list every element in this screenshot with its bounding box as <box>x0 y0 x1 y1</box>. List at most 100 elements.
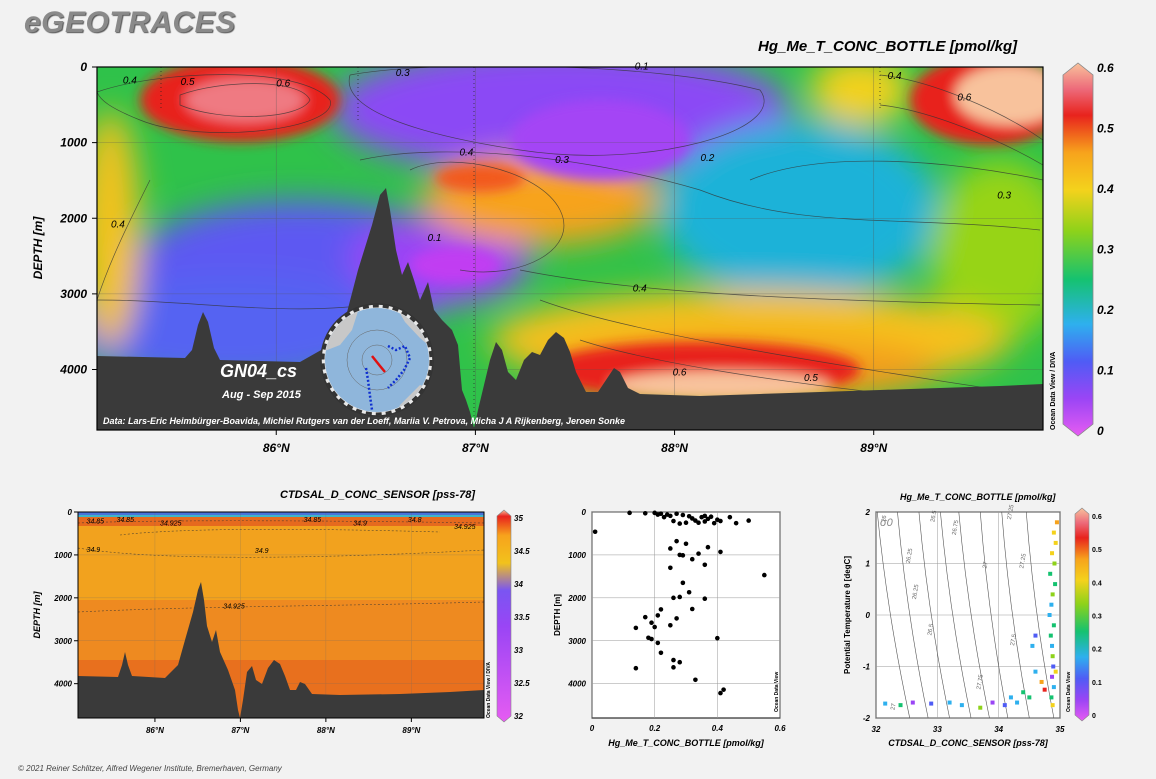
hg-contour-label: 0.6 <box>957 92 971 103</box>
salinity-contour-label: 34.9 <box>255 548 269 555</box>
scatter-x-tick-label: 0.4 <box>712 724 724 733</box>
ts-isopycnal-label: 27.5 <box>1010 633 1018 646</box>
hg-colorbar-tick-label: 0.1 <box>1097 364 1114 378</box>
ts-x-tick-label: 35 <box>1056 725 1065 734</box>
ts-point <box>1050 551 1055 556</box>
ts-point <box>1042 687 1047 692</box>
salinity-y-ticks: 0 1000 2000 3000 4000 <box>53 508 78 689</box>
scatter-point <box>642 510 648 516</box>
salinity-contour-label: 34.9 <box>353 521 367 528</box>
salinity-contour-labels: 34.85 34.85 34.925 34.85 34.9 34.8 34.925 34.9 3… <box>87 517 476 611</box>
ts-isopycnal-label: 26.25 <box>906 547 915 563</box>
hg-y-axis-label: DEPTH [m] <box>31 216 45 280</box>
hg-y-tick-label: 1000 <box>60 136 87 150</box>
hg-contour-label: 0.5 <box>804 373 818 384</box>
hg-contour-label: 0.1 <box>428 233 442 244</box>
scatter-point <box>677 594 683 600</box>
hg-contour-label: 0.4 <box>459 147 473 158</box>
ts-colorbar-tick-label: 0.2 <box>1092 647 1102 654</box>
hg-x-tick-label: 86°N <box>263 441 290 455</box>
ts-isopycnal-label: 27 <box>890 702 897 710</box>
ts-x-ticks: 32 33 34 35 <box>872 725 1065 734</box>
ts-y-ticks: 2 1 0 -1 -2 <box>863 508 871 723</box>
salinity-colorbar-tick-label: 33 <box>514 646 523 655</box>
scatter-point <box>668 565 673 571</box>
ts-colorbar-ticks: 0.6 0.5 0.4 0.3 0.2 0.1 0 <box>1092 514 1102 720</box>
salinity-bathymetry <box>78 582 484 718</box>
salinity-colorbar-ticks: 35 34.5 34 33.5 33 32.5 32 <box>514 514 530 721</box>
salinity-contour-label: 34.925 <box>160 521 182 528</box>
ts-point <box>1033 669 1038 674</box>
ts-point <box>1049 602 1054 607</box>
ts-colorbar-tick-label: 0 <box>1092 713 1096 720</box>
salinity-contour-label: 34.9 <box>87 547 101 554</box>
ts-point <box>883 701 888 706</box>
odv-watermark: Ocean Data View / DIVA <box>1050 352 1057 430</box>
scatter-point <box>708 514 714 520</box>
ts-isopycnal-label: 27.75 <box>976 674 985 690</box>
scatter-y-tick-label: 0 <box>582 508 587 517</box>
ts-point <box>1050 643 1055 648</box>
scatter-point <box>721 687 726 692</box>
station-map-inset[interactable] <box>320 303 434 417</box>
ts-point <box>1051 623 1056 628</box>
hg-x-tick-label: 88°N <box>661 441 688 455</box>
ts-y-tick-label: -2 <box>863 714 871 723</box>
salinity-x-tick-label: 86°N <box>146 726 164 735</box>
salinity-y-axis-label: DEPTH [m] <box>32 590 42 638</box>
scatter-point <box>762 572 767 578</box>
ts-y-tick-label: -1 <box>863 663 871 672</box>
ts-point <box>929 701 934 706</box>
scatter-point <box>649 620 654 626</box>
main-chart-title: Hg_Me_T_CONC_BOTTLE [pmol/kg] <box>758 38 1018 55</box>
hg-contour-label: 0.1 <box>635 61 649 72</box>
salinity-contour-label: 34.85 <box>87 519 105 526</box>
hg-x-ticks: 86°N 87°N 88°N 89°N <box>263 430 887 455</box>
hg-contour-labels: 0.4 0.5 0.6 0.3 0.1 0.4 0.6 0.4 0.3 0.2 0.3 0.4 0.1 0… <box>111 61 1012 384</box>
hg-y-tick-label: 4000 <box>59 363 87 377</box>
salinity-chart-title: CTDSAL_D_CONC_SENSOR [pss-78] <box>280 489 475 501</box>
sigma-label: σ0 <box>880 517 894 529</box>
hg-y-ticks: 0 1000 2000 3000 4000 <box>59 60 97 377</box>
scatter-point <box>696 520 701 526</box>
scatter-point <box>671 657 676 663</box>
ts-point <box>1053 669 1058 674</box>
salinity-colorbar-tick-label: 33.5 <box>514 613 530 622</box>
scatter-point <box>715 635 720 641</box>
salinity-colorbar <box>496 509 512 723</box>
salinity-x-tick-label: 87°N <box>231 726 249 735</box>
scatter-point <box>683 520 689 526</box>
scatter-point <box>680 512 686 518</box>
scatter-point <box>674 538 679 544</box>
scatter-x-tick-label: 0.6 <box>774 724 786 733</box>
hg-contour-label: 0.4 <box>111 219 125 230</box>
scatter-point <box>652 624 657 630</box>
salinity-odv-watermark: Ocean Data View / DIVA <box>486 662 492 718</box>
section-name-label: GN04_cs <box>220 361 297 381</box>
hg-y-tick-label: 2000 <box>59 211 87 225</box>
scatter-point <box>702 562 708 568</box>
ts-point <box>1050 654 1055 659</box>
salinity-y-tick-label: 4000 <box>53 680 72 689</box>
scatter-y-ticks: 0 1000 2000 3000 4000 <box>567 508 586 689</box>
ts-point <box>1051 685 1056 690</box>
hg-colorbar-tick-label: 0.5 <box>1097 122 1114 136</box>
salinity-colorbar-tick-label: 34.5 <box>514 547 530 556</box>
hg-contour-label: 0.3 <box>997 191 1011 202</box>
ts-colorbar-tick-label: 0.5 <box>1092 547 1102 554</box>
hg-colorbar-tick-label: 0.2 <box>1097 303 1114 317</box>
scatter-point <box>633 625 639 631</box>
salinity-colorbar-tick-label: 34 <box>514 580 523 589</box>
scatter-point <box>655 613 661 618</box>
hg-colorbar-tick-label: 0.3 <box>1097 243 1114 257</box>
scatter-point <box>668 546 673 551</box>
ts-point <box>1053 540 1058 545</box>
scatter-y-tick-label: 3000 <box>568 637 586 646</box>
ts-point <box>1051 530 1056 535</box>
ts-point <box>1050 703 1055 708</box>
ts-point <box>1008 695 1013 700</box>
ts-point <box>1054 520 1059 525</box>
ts-point <box>1033 633 1038 638</box>
hg-colorbar-tick-label: 0 <box>1097 424 1104 438</box>
